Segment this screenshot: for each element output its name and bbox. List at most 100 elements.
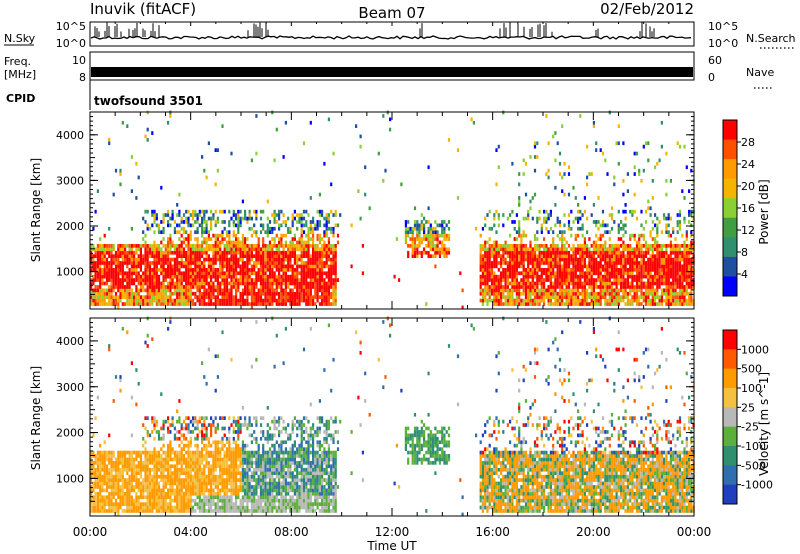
power-cell [296,281,299,286]
power-cell [282,254,285,258]
power-cell [250,233,253,238]
power-cell [327,257,330,262]
power-cell [314,288,317,293]
power-cell [561,298,564,303]
power-cell [235,233,238,238]
velocity-cell [99,467,102,472]
power-cell [180,233,183,238]
power-cell [683,216,686,221]
power-cell [289,244,292,248]
power-cell [135,271,138,276]
power-cell [545,244,548,248]
velocity-cell [99,485,102,489]
power-cell [547,230,550,234]
power-cell [228,302,231,306]
power-cell [613,268,616,272]
power-cell [305,288,308,293]
power-cell [599,244,602,248]
power-cell [488,237,491,241]
power-cell [615,288,618,293]
power-cell [681,295,684,299]
power-cell [176,285,179,289]
power-cell [518,199,521,204]
power-cell [121,250,124,255]
velocity-cell [137,467,140,472]
power-cell [273,274,276,279]
velocity-cell [148,509,152,513]
power-cell [558,250,562,255]
power-cell [610,254,614,258]
power-cell [187,223,190,228]
power-cell [182,291,186,296]
power-cell [191,223,195,228]
power-cell [672,271,675,276]
power-cell [647,295,650,299]
power-cell [221,257,224,262]
power-cell [302,244,306,248]
power-cell [651,237,654,241]
power-cell [194,244,197,248]
power-cell [552,240,555,245]
power-cell [647,288,650,293]
power-cell [656,240,659,245]
power-cell [493,223,496,228]
power-cell [547,168,550,173]
power-cell [198,274,201,279]
power-cell [558,281,562,286]
power-cell [554,271,557,276]
power-cell [259,288,263,293]
power-cell [678,247,682,252]
power-cell [92,264,95,269]
velocity-cell [96,491,99,496]
power-cell [540,223,543,228]
power-cell [622,179,625,183]
power-cell [601,264,605,269]
power-cell [583,247,586,252]
power-cell [533,264,537,269]
velocity-cell [153,423,156,427]
power-cell [495,264,498,269]
power-cell [590,261,593,265]
power-cell [135,161,138,166]
power-cell [305,261,308,265]
power-cell [316,226,319,231]
colorbar-swatch [723,120,737,141]
power-cell [169,216,172,221]
power-cell [94,298,97,303]
power-cell [669,268,672,272]
power-cell [330,291,333,296]
velocity-cell [110,488,113,493]
power-cell [629,261,632,265]
power-cell [495,291,498,296]
velocity-cell [155,502,158,506]
power-cell [490,244,494,248]
velocity-cell [103,461,106,465]
power-cell [185,237,188,241]
velocity-cell [124,498,127,503]
velocity-cell [155,423,158,427]
velocity-cell [119,498,122,503]
power-cell [434,264,437,269]
power-cell [167,281,170,286]
power-cell [665,257,668,262]
power-cell [257,254,260,258]
power-cell [606,172,609,176]
power-cell [293,233,296,238]
power-cell [592,124,595,128]
power-cell [112,274,115,279]
power-cell [92,226,95,231]
power-cell [572,285,575,289]
power-cell [416,250,419,255]
power-cell [235,271,238,276]
power-cell [230,244,233,248]
power-cell [549,257,552,262]
power-cell [182,240,186,245]
power-cell [416,237,419,241]
colorbar-tick-label: 12 [741,224,755,237]
power-cell [538,288,541,293]
velocity-cell [148,498,152,503]
power-cell [316,264,319,269]
power-cell [130,250,133,255]
power-cell [631,209,634,214]
power-cell [495,278,498,282]
